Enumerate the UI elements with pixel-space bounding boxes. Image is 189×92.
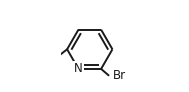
Text: N: N — [74, 62, 83, 75]
Text: Br: Br — [112, 69, 125, 82]
